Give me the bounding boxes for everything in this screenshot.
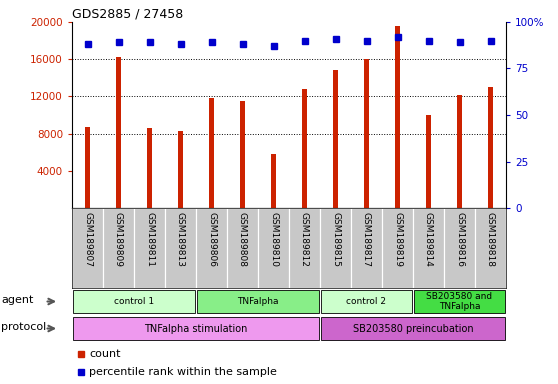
- Bar: [177, 131, 183, 208]
- Text: count: count: [89, 349, 121, 359]
- Bar: [302, 89, 307, 208]
- Bar: [395, 26, 400, 208]
- Text: control 1: control 1: [114, 297, 154, 306]
- Bar: [321, 290, 412, 313]
- Bar: [73, 317, 319, 340]
- Text: control 2: control 2: [347, 297, 387, 306]
- Bar: [103, 208, 134, 288]
- Bar: [116, 57, 121, 208]
- Text: GSM189817: GSM189817: [362, 212, 371, 267]
- Bar: [414, 290, 505, 313]
- Bar: [147, 128, 152, 208]
- Bar: [289, 208, 320, 288]
- Bar: [227, 208, 258, 288]
- Text: TNFalpha stimulation: TNFalpha stimulation: [145, 323, 248, 333]
- Bar: [382, 208, 413, 288]
- Bar: [165, 208, 196, 288]
- Text: GDS2885 / 27458: GDS2885 / 27458: [72, 8, 183, 21]
- Bar: [475, 208, 506, 288]
- Bar: [333, 70, 338, 208]
- Text: TNFalpha: TNFalpha: [237, 297, 279, 306]
- Bar: [73, 290, 195, 313]
- Bar: [444, 208, 475, 288]
- Text: GSM189811: GSM189811: [145, 212, 154, 267]
- Bar: [196, 208, 227, 288]
- Text: GSM189812: GSM189812: [300, 212, 309, 267]
- Bar: [258, 208, 289, 288]
- Bar: [72, 208, 103, 288]
- Bar: [197, 290, 319, 313]
- Text: GSM189818: GSM189818: [486, 212, 495, 267]
- Text: percentile rank within the sample: percentile rank within the sample: [89, 367, 277, 377]
- Bar: [85, 127, 90, 208]
- Text: GSM189808: GSM189808: [238, 212, 247, 267]
- Bar: [320, 208, 351, 288]
- Text: SB203580 and
TNFalpha: SB203580 and TNFalpha: [426, 292, 493, 311]
- Bar: [426, 115, 431, 208]
- Bar: [413, 208, 444, 288]
- Text: GSM189807: GSM189807: [83, 212, 92, 267]
- Text: SB203580 preincubation: SB203580 preincubation: [353, 323, 473, 333]
- Text: protocol: protocol: [1, 322, 46, 332]
- Bar: [209, 98, 214, 208]
- Bar: [488, 87, 493, 208]
- Bar: [240, 101, 246, 208]
- Bar: [456, 96, 462, 208]
- Text: GSM189819: GSM189819: [393, 212, 402, 267]
- Text: GSM189809: GSM189809: [114, 212, 123, 267]
- Text: GSM189810: GSM189810: [269, 212, 278, 267]
- Text: GSM189806: GSM189806: [207, 212, 216, 267]
- Text: GSM189813: GSM189813: [176, 212, 185, 267]
- Text: GSM189816: GSM189816: [455, 212, 464, 267]
- Bar: [134, 208, 165, 288]
- Bar: [321, 317, 505, 340]
- Bar: [364, 59, 369, 208]
- Bar: [271, 154, 276, 208]
- Text: GSM189814: GSM189814: [424, 212, 433, 267]
- Text: agent: agent: [1, 295, 33, 305]
- Text: GSM189815: GSM189815: [331, 212, 340, 267]
- Bar: [351, 208, 382, 288]
